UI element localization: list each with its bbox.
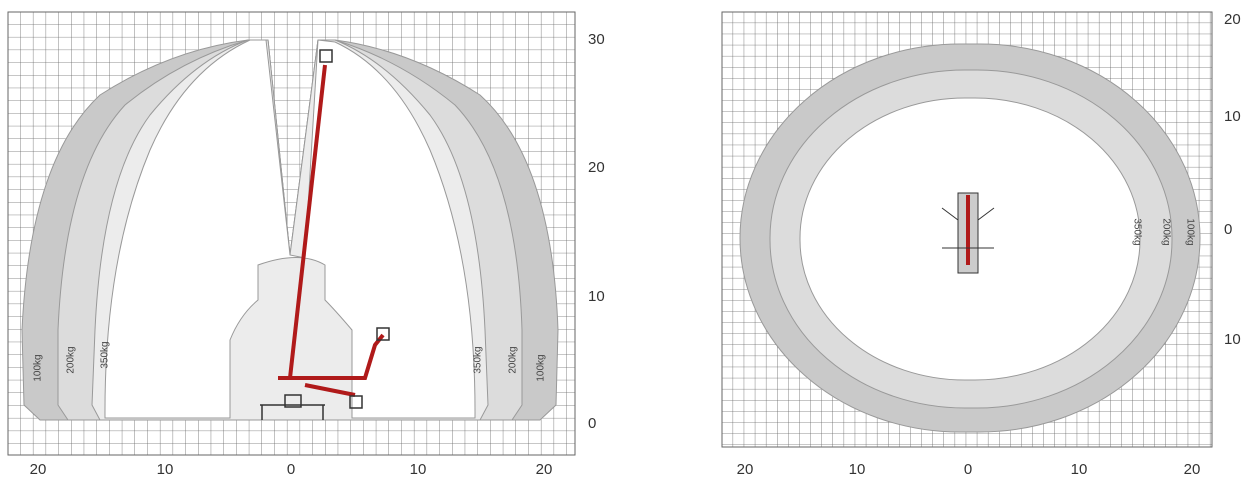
top-view: 20 10 0 10 20 20 10 0 10 350kg 200kg 100…: [721, 11, 1241, 478]
y-label: 10: [588, 288, 605, 305]
load-label: 350kg: [100, 341, 111, 368]
x-label: 10: [849, 461, 866, 478]
load-label: 200kg: [508, 346, 519, 373]
load-label: 100kg: [1184, 218, 1195, 245]
x-label: 10: [410, 461, 427, 478]
x-label: 0: [287, 461, 295, 478]
y-label: 0: [1224, 221, 1232, 238]
side-view: 20 10 0 10 20 30 20 10 0 100kg 200kg 350…: [7, 11, 605, 478]
y-label: 20: [588, 159, 605, 176]
y-label: 10: [1224, 108, 1241, 125]
x-label: 20: [737, 461, 754, 478]
load-label: 350kg: [473, 346, 484, 373]
x-label: 10: [157, 461, 174, 478]
y-label: 30: [588, 31, 605, 48]
x-label: 20: [30, 461, 47, 478]
load-label: 350kg: [1131, 218, 1142, 245]
y-label: 10: [1224, 331, 1241, 348]
y-label: 0: [588, 415, 596, 432]
load-label: 100kg: [536, 354, 547, 381]
y-label: 20: [1224, 11, 1241, 28]
zone-white: [104, 39, 476, 419]
load-label: 200kg: [1160, 218, 1171, 245]
machine-top: [941, 192, 995, 274]
x-label: 20: [536, 461, 553, 478]
x-label: 0: [964, 461, 972, 478]
load-label: 200kg: [66, 346, 77, 373]
load-label: 100kg: [33, 354, 44, 381]
x-label: 20: [1184, 461, 1201, 478]
x-label: 10: [1071, 461, 1088, 478]
